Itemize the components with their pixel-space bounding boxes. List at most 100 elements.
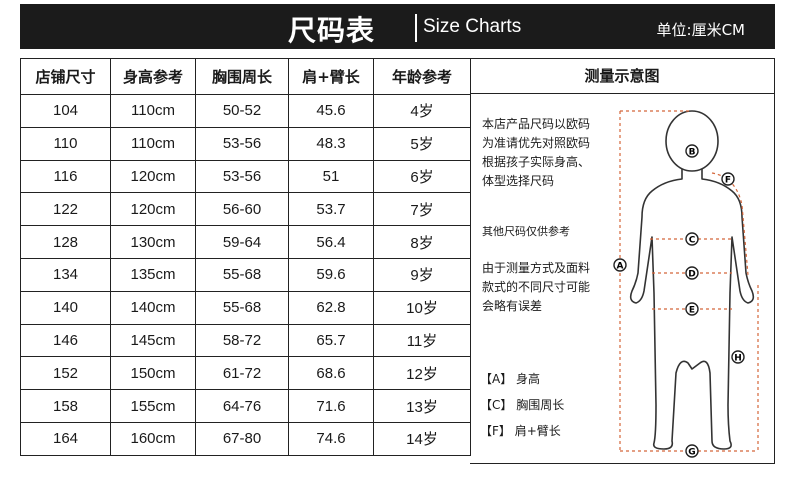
table-row: 146 145cm 58-72 65.7 11岁 bbox=[20, 323, 471, 358]
table-cell: 10岁 bbox=[373, 290, 471, 325]
note-line: 根据孩子实际身高、 bbox=[482, 155, 591, 169]
table-cell: 150cm bbox=[110, 356, 196, 391]
table-cell: 51 bbox=[288, 159, 374, 194]
table-cell: 45.6 bbox=[288, 94, 374, 128]
svg-text:C: C bbox=[689, 236, 696, 246]
table-cell: 56.4 bbox=[288, 225, 374, 259]
note-line: 本店产品尺码以欧码 bbox=[482, 117, 591, 131]
note-line: 款式的不同尺寸可能 bbox=[482, 280, 591, 294]
table-row: 128 130cm 59-64 56.4 8岁 bbox=[20, 225, 471, 259]
table-row: 158 155cm 64-76 71.6 13岁 bbox=[20, 389, 471, 423]
header-bar: 尺码表 Size Charts 单位:厘米CM bbox=[20, 4, 775, 49]
table-cell: 59.6 bbox=[288, 257, 374, 292]
column-header: 年龄参考 bbox=[373, 58, 471, 95]
svg-text:A: A bbox=[617, 262, 624, 272]
table-cell: 120cm bbox=[110, 192, 196, 227]
table-cell: 56-60 bbox=[195, 192, 289, 227]
table-cell: 53.7 bbox=[288, 192, 374, 227]
legend-item: 【A】 身高 bbox=[480, 372, 541, 386]
svg-text:D: D bbox=[688, 270, 695, 280]
table-cell: 110cm bbox=[110, 94, 196, 128]
legend-item: 【C】 胸围周长 bbox=[480, 398, 565, 412]
table-cell: 135cm bbox=[110, 257, 196, 292]
marker-h: H bbox=[731, 350, 745, 364]
table-cell: 71.6 bbox=[288, 389, 374, 423]
measurement-guides bbox=[619, 110, 759, 452]
table-cell: 104 bbox=[20, 94, 111, 128]
table-cell: 65.7 bbox=[288, 323, 374, 358]
table-cell: 62.8 bbox=[288, 290, 374, 325]
svg-text:G: G bbox=[688, 448, 695, 458]
table-row: 134 135cm 55-68 59.6 9岁 bbox=[20, 257, 471, 292]
table-cell: 164 bbox=[20, 421, 111, 456]
table-cell: 5岁 bbox=[373, 126, 471, 161]
body-outline bbox=[629, 110, 755, 450]
reference-note: 其他尺码仅供参考 bbox=[482, 225, 570, 238]
marker-c: C bbox=[685, 232, 699, 246]
page-subtitle: Size Charts bbox=[423, 16, 522, 37]
diagram-title: 测量示意图 bbox=[470, 59, 774, 94]
page-title: 尺码表 bbox=[288, 14, 376, 47]
note-line: 由于测量方式及面料 bbox=[482, 261, 591, 275]
table-cell: 146 bbox=[20, 323, 111, 358]
note-line: 为准请优先对照欧码 bbox=[482, 136, 591, 150]
unit-label: 单位:厘米CM bbox=[656, 21, 745, 39]
sizing-note: 本店产品尺码以欧码 为准请优先对照欧码 根据孩子实际身高、 体型选择尺码 bbox=[482, 115, 622, 191]
svg-text:B: B bbox=[689, 148, 696, 158]
table-cell: 134 bbox=[20, 257, 111, 292]
table-cell: 140cm bbox=[110, 290, 196, 325]
marker-d: D bbox=[685, 266, 699, 280]
table-cell: 160cm bbox=[110, 421, 196, 456]
table-row: 164 160cm 67-80 74.6 14岁 bbox=[20, 421, 471, 456]
table-row: 152 150cm 61-72 68.6 12岁 bbox=[20, 356, 471, 391]
table-row: 104 110cm 50-52 45.6 4岁 bbox=[20, 94, 471, 128]
measurement-diagram-panel: 测量示意图 本店产品尺码以欧码 为准请优先对照欧码 根据孩子实际身高、 体型选择… bbox=[470, 58, 775, 464]
table-cell: 14岁 bbox=[373, 421, 471, 456]
table-cell: 120cm bbox=[110, 159, 196, 194]
error-note: 由于测量方式及面料 款式的不同尺寸可能 会略有误差 bbox=[482, 259, 622, 316]
column-header: 身高参考 bbox=[110, 58, 196, 95]
svg-text:F: F bbox=[725, 176, 731, 186]
table-cell: 53-56 bbox=[195, 159, 289, 194]
svg-text:E: E bbox=[689, 306, 695, 316]
marker-b: B bbox=[685, 144, 699, 158]
column-header: 肩+臂长 bbox=[288, 58, 374, 95]
size-table: 店铺尺寸 身高参考 胸围周长 肩+臂长 年龄参考 104 110cm 50-52 45… bbox=[20, 58, 471, 456]
table-header-row: 店铺尺寸 身高参考 胸围周长 肩+臂长 年龄参考 bbox=[20, 58, 471, 95]
table-cell: 68.6 bbox=[288, 356, 374, 391]
table-row: 122 120cm 56-60 53.7 7岁 bbox=[20, 192, 471, 227]
table-cell: 152 bbox=[20, 356, 111, 391]
table-cell: 59-64 bbox=[195, 225, 289, 259]
table-cell: 4岁 bbox=[373, 94, 471, 128]
table-cell: 74.6 bbox=[288, 421, 374, 456]
table-cell: 13岁 bbox=[373, 389, 471, 423]
table-cell: 64-76 bbox=[195, 389, 289, 423]
note-line: 会略有误差 bbox=[482, 299, 543, 313]
table-cell: 110 bbox=[20, 126, 111, 161]
table-row: 110 110cm 53-56 48.3 5岁 bbox=[20, 126, 471, 161]
table-cell: 110cm bbox=[110, 126, 196, 161]
table-cell: 61-72 bbox=[195, 356, 289, 391]
table-cell: 50-52 bbox=[195, 94, 289, 128]
table-cell: 12岁 bbox=[373, 356, 471, 391]
marker-e: E bbox=[685, 302, 699, 316]
note-line: 体型选择尺码 bbox=[482, 174, 555, 188]
column-header: 店铺尺寸 bbox=[20, 58, 111, 95]
table-cell: 7岁 bbox=[373, 192, 471, 227]
marker-f: F bbox=[721, 172, 735, 186]
table-cell: 130cm bbox=[110, 225, 196, 259]
table-cell: 6岁 bbox=[373, 159, 471, 194]
table-cell: 155cm bbox=[110, 389, 196, 423]
child-body-figure-icon: A B C D E F G H bbox=[613, 110, 759, 458]
table-cell: 48.3 bbox=[288, 126, 374, 161]
table-row: 140 140cm 55-68 62.8 10岁 bbox=[20, 290, 471, 325]
table-cell: 55-68 bbox=[195, 257, 289, 292]
table-cell: 55-68 bbox=[195, 290, 289, 325]
table-cell: 128 bbox=[20, 225, 111, 259]
title-divider bbox=[415, 14, 417, 42]
table-cell: 116 bbox=[20, 159, 111, 194]
table-cell: 122 bbox=[20, 192, 111, 227]
table-cell: 8岁 bbox=[373, 225, 471, 259]
table-cell: 53-56 bbox=[195, 126, 289, 161]
marker-a: A bbox=[613, 258, 627, 272]
